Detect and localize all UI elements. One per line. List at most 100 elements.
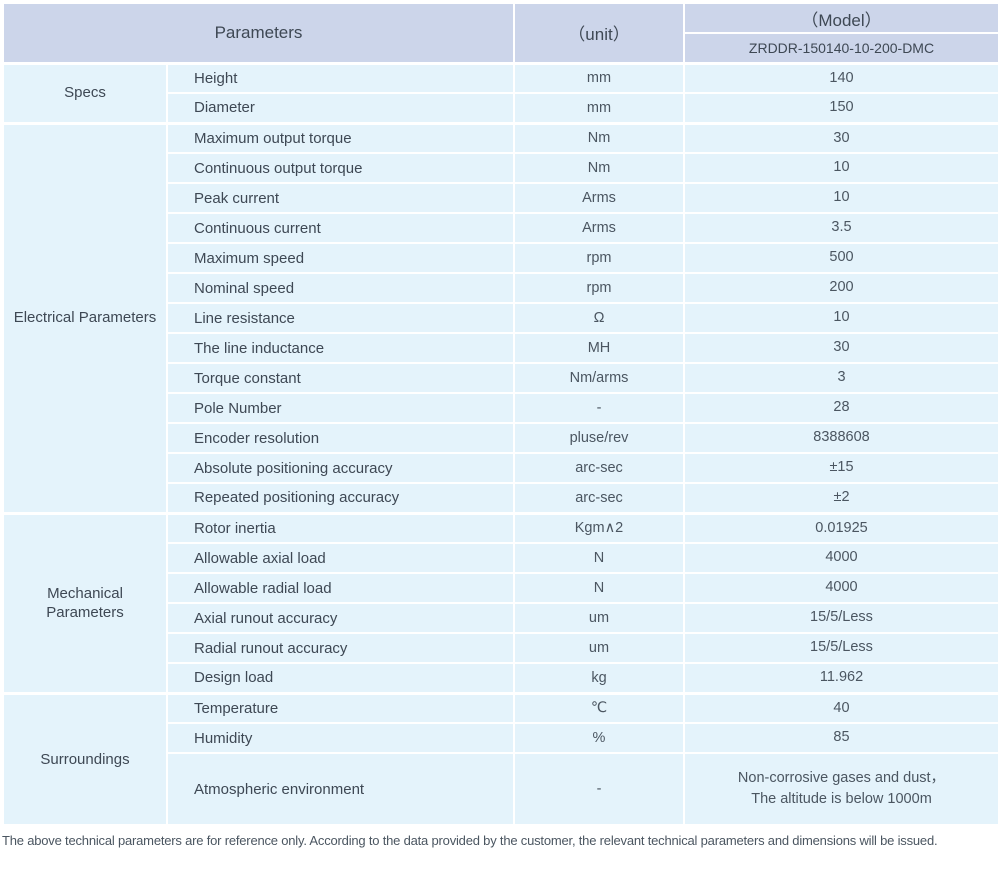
param-value: 3.5 [683,212,1000,244]
table-row: Design load kg 11.962 [3,662,1000,694]
param-name: Maximum speed [166,242,515,274]
param-name: Maximum output torque [166,121,515,154]
param-value: Non-corrosive gases and dust， The altitu… [683,752,1000,826]
header-model-number: ZRDDR-150140-10-200-DMC [683,32,1000,64]
table-row: Allowable axial load N 4000 [3,542,1000,574]
table-row: Maximum speed rpm 500 [3,242,1000,274]
param-value: 15/5/Less [683,632,1000,664]
param-name: Rotor inertia [166,511,515,544]
table-row: Specs Height mm 140 [2,61,1000,124]
param-name: Repeated positioning accuracy [166,482,515,514]
table-row: Encoder resolution pluse/rev 8388608 [3,422,1000,454]
param-unit: ℃ [513,691,685,724]
param-unit: um [513,602,685,634]
param-value: 10 [683,152,1000,184]
table-row: Pole Number -28 [3,392,1000,424]
table-row: Surroundings Temperature ℃ 40 [2,691,1000,826]
param-value: 150 [683,92,1000,124]
param-unit: um [513,632,685,664]
param-value: 30 [683,332,1000,364]
table-row: Humidity% 85 [3,722,1000,754]
param-unit: Arms [513,182,685,214]
param-name: Continuous output torque [166,152,515,184]
table-row: Allowable radial load N 4000 [3,572,1000,604]
param-unit: Ω [513,302,685,334]
table-row: Diameter mm 150 [3,92,1000,124]
param-name: Encoder resolution [166,422,515,454]
table-row: Continuous current Arms 3.5 [3,212,1000,244]
param-unit: N [513,572,685,604]
param-value: 4000 [683,572,1000,604]
table-row: Axial runout accuracy um 15/5/Less [3,602,1000,634]
param-name: Design load [166,662,515,694]
group-label: Electrical Parameters [2,121,168,514]
param-name: Peak current [166,182,515,214]
param-unit: arc-sec [513,452,685,484]
param-unit: N [513,542,685,574]
table-row: Electrical Parameters Maximum output torq… [2,121,1000,514]
param-value: 11.962 [683,662,1000,694]
table-header: Parameters （unit） （Model） ZRDDR-150140-1… [2,2,1000,64]
param-value: 3 [683,362,1000,394]
group-label: Surroundings [2,691,168,826]
param-value: 140 [683,61,1000,94]
param-unit: Nm [513,121,685,154]
param-unit: kg [513,662,685,694]
param-name: Diameter [166,92,515,124]
param-name: Atmospheric environment [166,752,515,826]
param-unit: MH [513,332,685,364]
param-unit: rpm [513,242,685,274]
table-row: Peak current Arms 10 [3,182,1000,214]
param-value: 40 [683,691,1000,724]
param-value: 10 [683,302,1000,334]
param-unit: Nm/arms [513,362,685,394]
param-name: Allowable radial load [166,572,515,604]
param-unit: mm [513,61,685,94]
table-row: Nominal speed rpm 200 [3,272,1000,304]
param-value: 85 [683,722,1000,754]
table-row: Absolute positioning accuracy arc-sec ±15 [3,452,1000,484]
param-name: Height [166,61,515,94]
table-row: Continuous output torque Nm 10 [3,152,1000,184]
param-value: 0.01925 [683,511,1000,544]
param-value: 30 [683,121,1000,154]
param-unit: rpm [513,272,685,304]
group-label: Specs [2,61,168,124]
table-row: Torque constant Nm/arms 3 [3,362,1000,394]
table-row: Atmospheric environment - Non-corrosive ga… [3,752,1000,826]
param-name: Absolute positioning accuracy [166,452,515,484]
param-value: 8388608 [683,422,1000,454]
param-value: 4000 [683,542,1000,574]
param-value: 15/5/Less [683,602,1000,634]
param-unit: % [513,722,685,754]
param-name: The line inductance [166,332,515,364]
table-row: Line resistance Ω 10 [3,302,1000,334]
table-body: Specs Height mm 140 Diameter mm 150 Electrical … [2,61,1000,826]
table-row: The line inductance MH 30 [3,332,1000,364]
param-name: Temperature [166,691,515,724]
table-row: Mechanical Parameters Rotor inertia Kgm∧2 0… [2,511,1000,694]
param-value: ±15 [683,452,1000,484]
param-name: Torque constant [166,362,515,394]
param-name: Nominal speed [166,272,515,304]
header-parameters: Parameters [2,2,515,64]
param-name: Radial runout accuracy [166,632,515,664]
param-unit: - [513,392,685,424]
param-unit: Nm [513,152,685,184]
header-model: （Model） [683,2,1000,34]
param-name: Humidity [166,722,515,754]
param-unit: arc-sec [513,482,685,514]
param-name: Pole Number [166,392,515,424]
spec-table: Parameters （unit） （Model） ZRDDR-150140-1… [2,2,1000,826]
param-value: 200 [683,272,1000,304]
table-row: Repeated positioning accuracy arc-sec ±2 [3,482,1000,514]
param-value: 10 [683,182,1000,214]
header-unit: （unit） [513,2,685,64]
param-unit: mm [513,92,685,124]
param-name: Axial runout accuracy [166,602,515,634]
param-unit: pluse/rev [513,422,685,454]
param-value: ±2 [683,482,1000,514]
param-unit: - [513,752,685,826]
param-name: Continuous current [166,212,515,244]
group-label: Mechanical Parameters [2,511,168,694]
